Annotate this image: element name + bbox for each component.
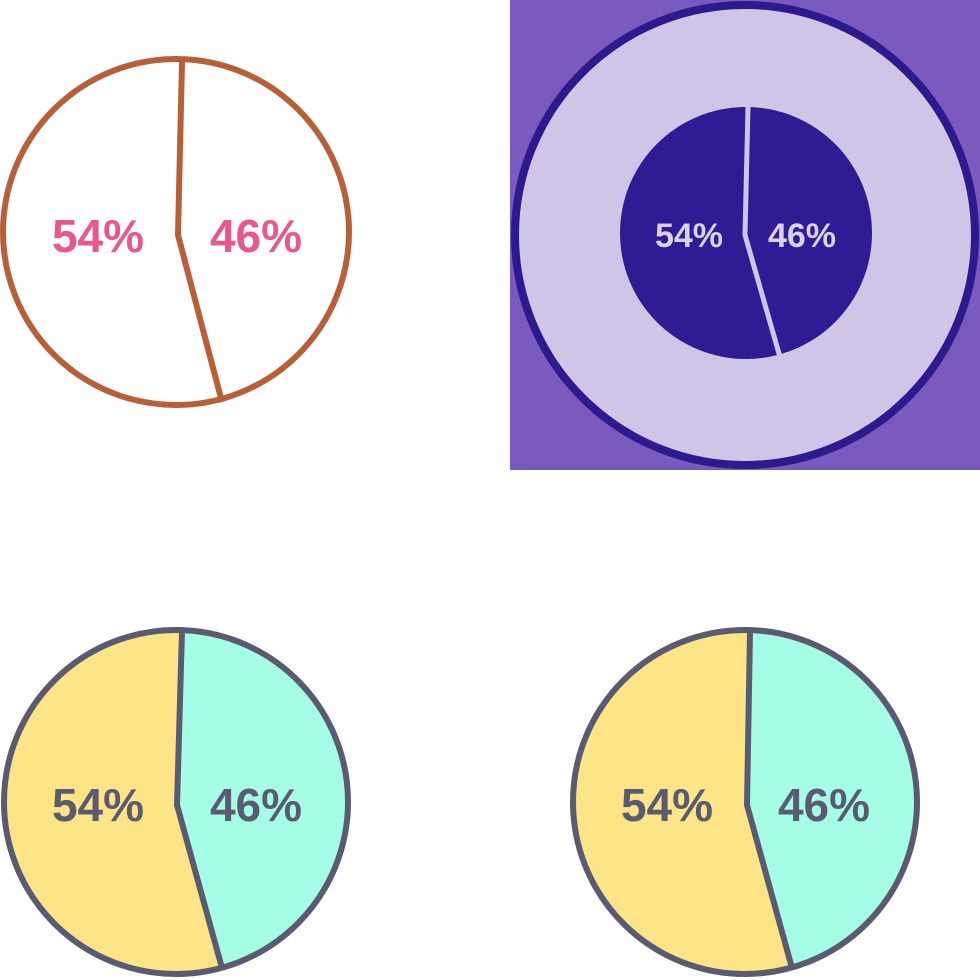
pie-divider-line <box>742 106 783 358</box>
panel-pie-icon: 54% 46% <box>510 0 980 470</box>
outline-pie-icon: 54% 46% <box>0 56 352 408</box>
slice-label-46: 46% <box>778 779 870 831</box>
slice-label-54: 54% <box>52 210 144 262</box>
slice-46-mint <box>747 631 916 968</box>
slice-label-46: 46% <box>210 779 302 831</box>
pie-outline-circle <box>570 627 920 977</box>
slice-label-54: 54% <box>52 779 144 831</box>
slice-label-46: 46% <box>768 217 836 255</box>
filled-pie-icon: 54% 46% <box>1 627 351 977</box>
slice-label-46: 46% <box>210 210 302 262</box>
slice-label-54: 54% <box>655 217 723 255</box>
slice-46-mint <box>177 631 347 968</box>
pie-divider-line <box>175 61 225 403</box>
pie-outline-circle <box>1 627 351 977</box>
filled-pie-icon: 54% 46% <box>570 627 920 977</box>
pie-divider-line <box>744 630 795 969</box>
pie-divider-line <box>174 630 225 969</box>
slice-label-54: 54% <box>621 779 713 831</box>
